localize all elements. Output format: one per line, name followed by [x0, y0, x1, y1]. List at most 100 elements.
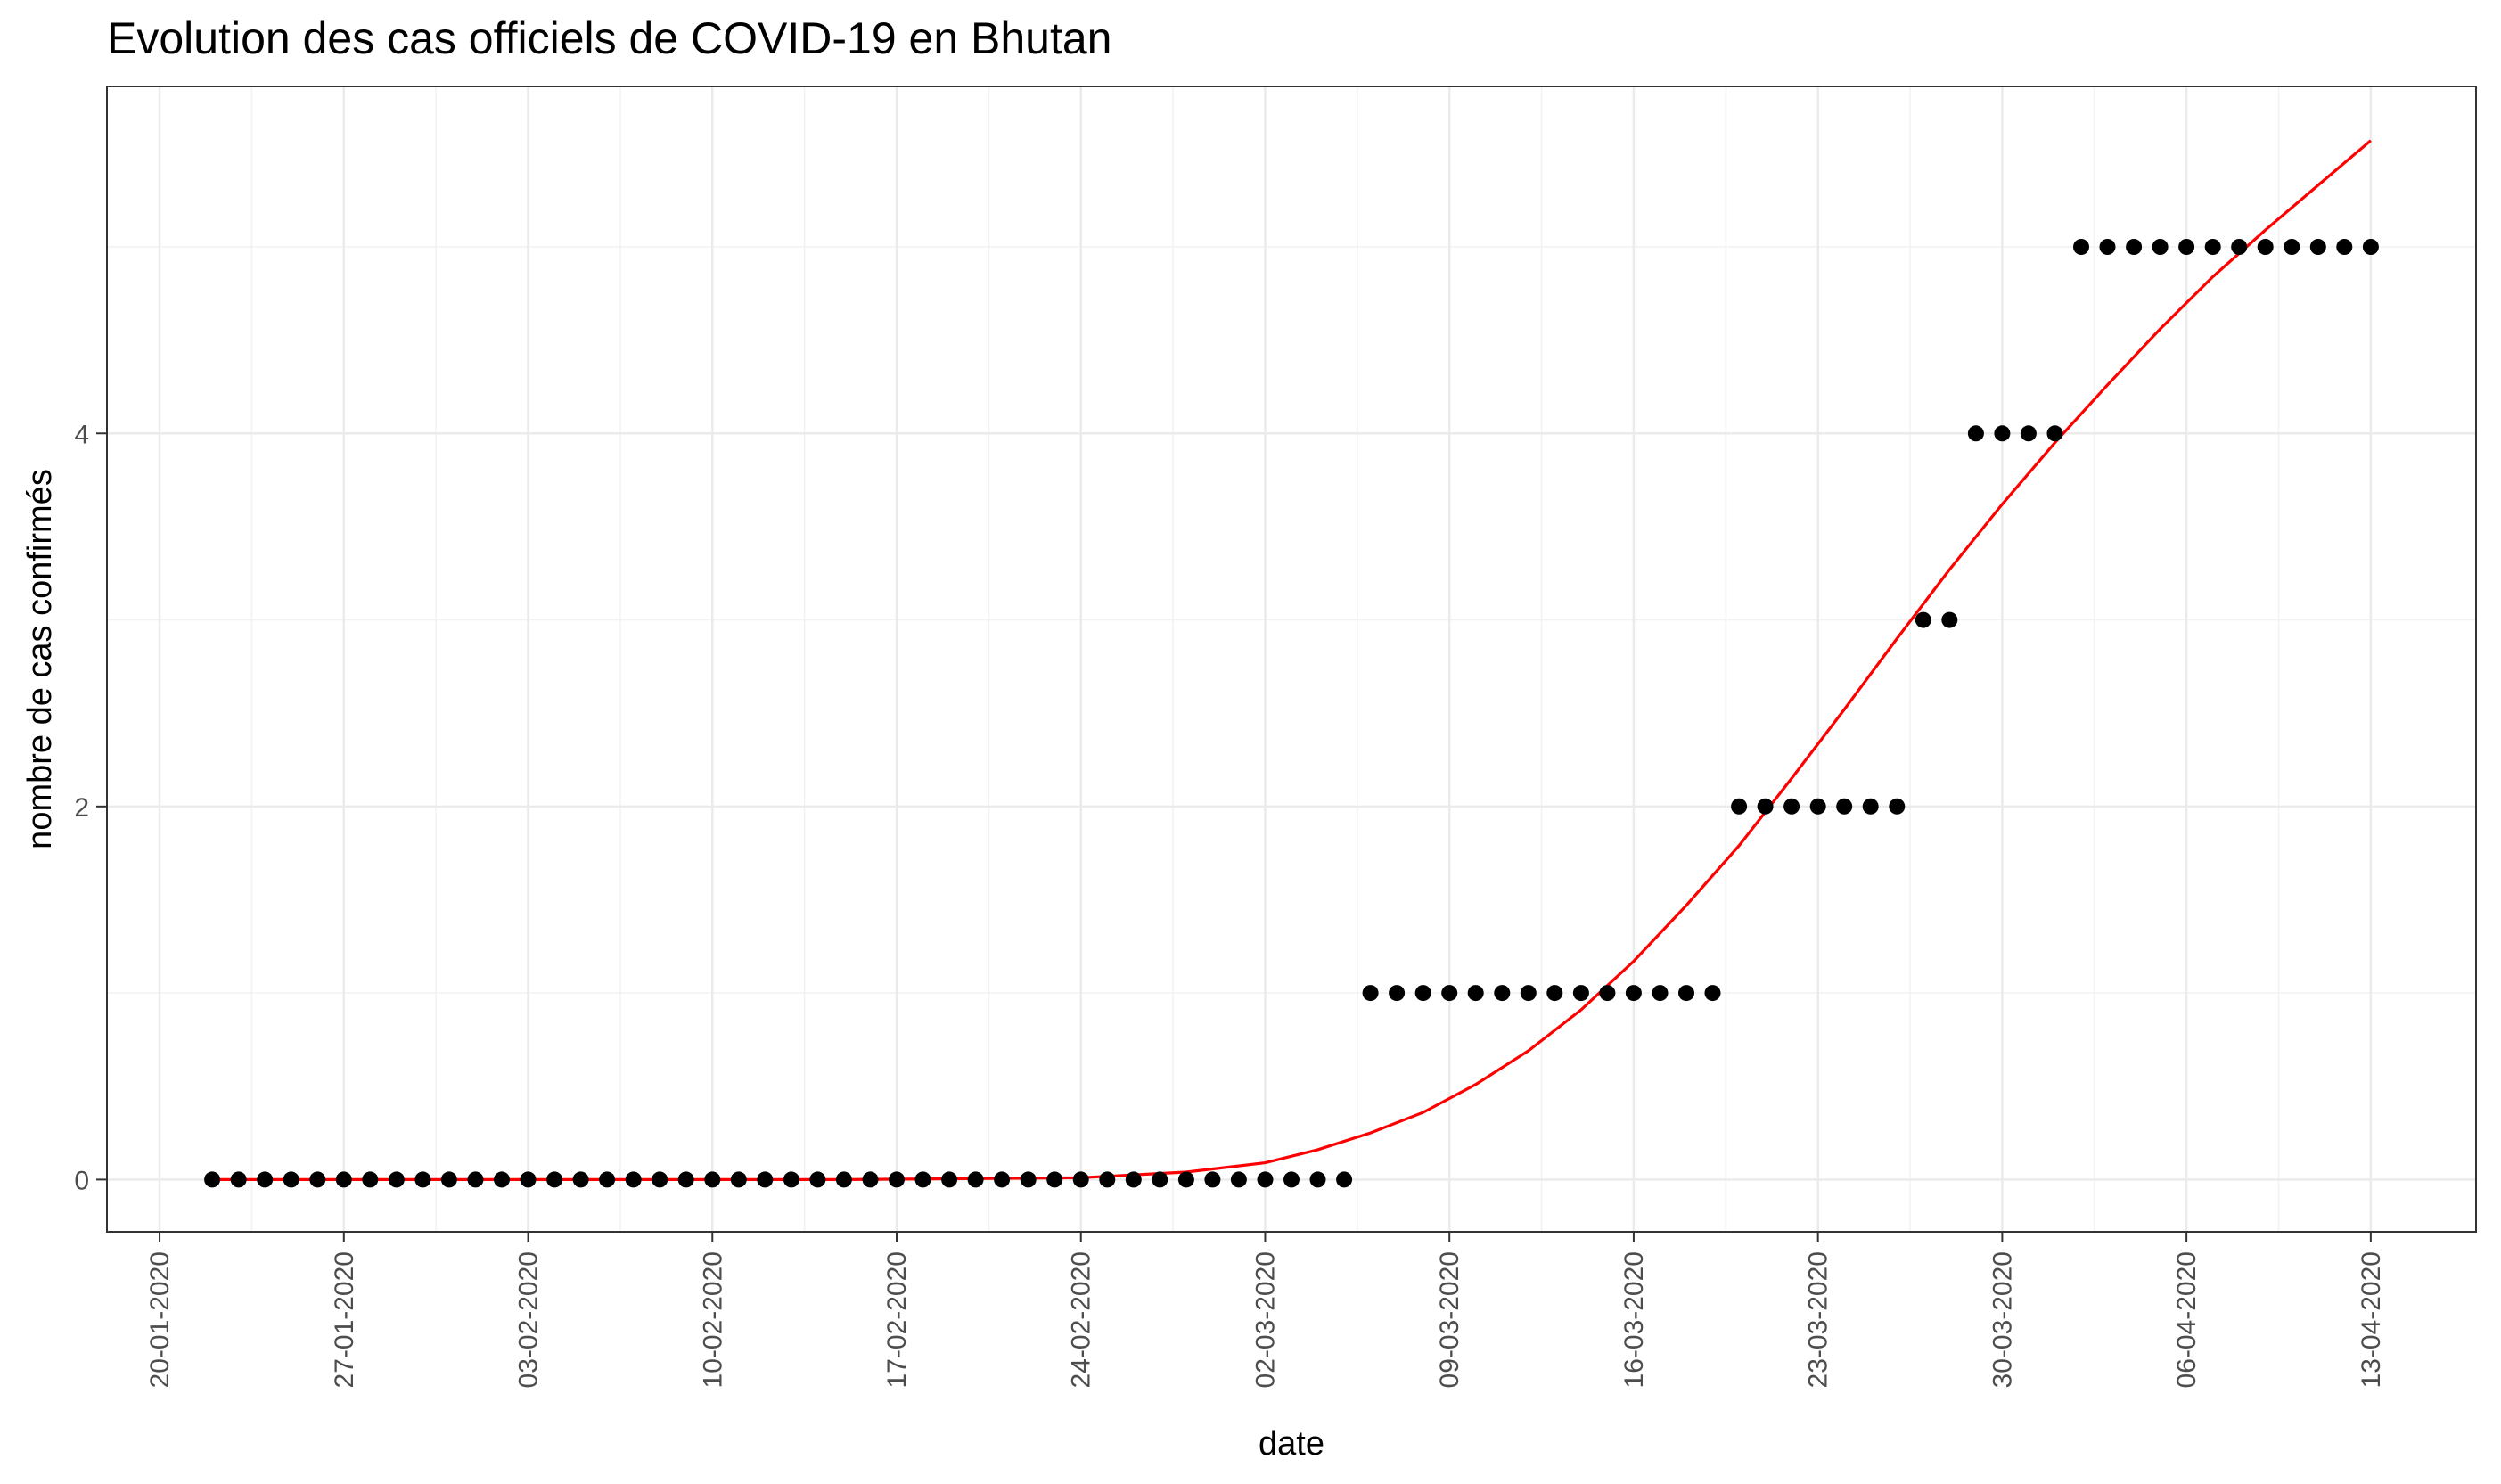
plot-panel-border [106, 86, 2477, 1233]
axes: 20-01-2020 27-01-2020 03-02-2020 10-02-2020… [74, 420, 2386, 1388]
data-point [1599, 985, 1616, 1002]
data-point [1072, 1171, 1089, 1188]
data-point [1652, 985, 1669, 1002]
data-point [1678, 985, 1694, 1002]
data-point [2362, 239, 2379, 255]
data-point [388, 1171, 405, 1188]
data-point [862, 1171, 879, 1188]
data-points-layer [204, 239, 2379, 1188]
x-tick-label: 27-01-2020 [330, 1251, 359, 1388]
data-point [2046, 425, 2063, 442]
data-point [1204, 1171, 1221, 1188]
data-point [1994, 425, 2011, 442]
data-point [994, 1171, 1011, 1188]
data-point [1152, 1171, 1168, 1188]
data-point [1809, 798, 1826, 815]
data-point [467, 1171, 484, 1188]
data-point [783, 1171, 800, 1188]
data-point [520, 1171, 537, 1188]
data-point [1889, 798, 1906, 815]
data-point [1441, 985, 1458, 1002]
data-point [2204, 239, 2221, 255]
data-point [1862, 798, 1879, 815]
data-point [625, 1171, 642, 1188]
data-point [283, 1171, 299, 1188]
data-point [1467, 985, 1484, 1002]
y-tick-label: 0 [74, 1166, 89, 1195]
data-point [704, 1171, 721, 1188]
x-tick-label: 17-02-2020 [882, 1251, 912, 1388]
x-tick-label: 06-04-2020 [2172, 1251, 2202, 1388]
data-point [2309, 239, 2326, 255]
data-point [967, 1171, 984, 1188]
data-point [546, 1171, 563, 1188]
data-point [1177, 1171, 1194, 1188]
data-point [1020, 1171, 1037, 1188]
data-point [2152, 239, 2169, 255]
data-point [941, 1171, 958, 1188]
x-tick-label: 10-02-2020 [698, 1251, 727, 1388]
data-point [1967, 425, 1984, 442]
data-point [889, 1171, 905, 1188]
data-point [2284, 239, 2300, 255]
fitted-curve-layer [212, 139, 2372, 1181]
data-point [414, 1171, 431, 1188]
data-point [1784, 798, 1800, 815]
data-point [1230, 1171, 1247, 1188]
data-point [2099, 239, 2116, 255]
data-point [2073, 239, 2089, 255]
data-point [677, 1171, 694, 1188]
data-point [1309, 1171, 1326, 1188]
data-point [1362, 985, 1379, 1002]
data-point [1757, 798, 1774, 815]
data-point [1546, 985, 1563, 1002]
data-point [1836, 798, 1853, 815]
data-point [757, 1171, 774, 1188]
y-tick-label: 2 [74, 793, 89, 823]
data-point [2178, 239, 2195, 255]
data-point [809, 1171, 826, 1188]
data-point [494, 1171, 510, 1188]
data-point [1414, 985, 1431, 1002]
x-axis-title: date [1259, 1425, 1324, 1463]
x-tick-label: 23-03-2020 [1804, 1251, 1833, 1388]
data-point [440, 1171, 457, 1188]
data-point [1125, 1171, 1142, 1188]
data-point [599, 1171, 616, 1188]
data-point [335, 1171, 352, 1188]
data-point [1572, 985, 1589, 1002]
data-point [652, 1171, 668, 1188]
data-point [1520, 985, 1537, 1002]
data-point [2020, 425, 2037, 442]
fitted-curve [212, 139, 2372, 1181]
data-point [835, 1171, 852, 1188]
data-point [2336, 239, 2353, 255]
data-point [1336, 1171, 1353, 1188]
data-point [1494, 985, 1511, 1002]
chart-title: Evolution des cas officiels de COVID-19 … [107, 13, 1112, 63]
x-tick-label: 03-02-2020 [514, 1251, 544, 1388]
x-tick-label: 16-03-2020 [1620, 1251, 1649, 1388]
data-point [1283, 1171, 1300, 1188]
data-point [257, 1171, 274, 1188]
data-point [1257, 1171, 1274, 1188]
data-point [1389, 985, 1406, 1002]
x-tick-label: 13-04-2020 [2357, 1251, 2386, 1388]
data-point [362, 1171, 379, 1188]
data-point [572, 1171, 589, 1188]
data-point [1731, 798, 1748, 815]
grid-lines [107, 86, 2476, 1232]
data-point [1099, 1171, 1116, 1188]
data-point [204, 1171, 221, 1188]
data-point [230, 1171, 247, 1188]
data-point [1625, 985, 1642, 1002]
data-point [2257, 239, 2274, 255]
data-point [2126, 239, 2143, 255]
x-tick-label: 24-02-2020 [1067, 1251, 1096, 1388]
x-tick-label: 09-03-2020 [1435, 1251, 1464, 1388]
data-point [1915, 611, 1931, 628]
data-point [1941, 611, 1958, 628]
y-tick-label: 4 [74, 420, 89, 449]
x-tick-label: 02-03-2020 [1250, 1251, 1280, 1388]
data-point [2231, 239, 2248, 255]
